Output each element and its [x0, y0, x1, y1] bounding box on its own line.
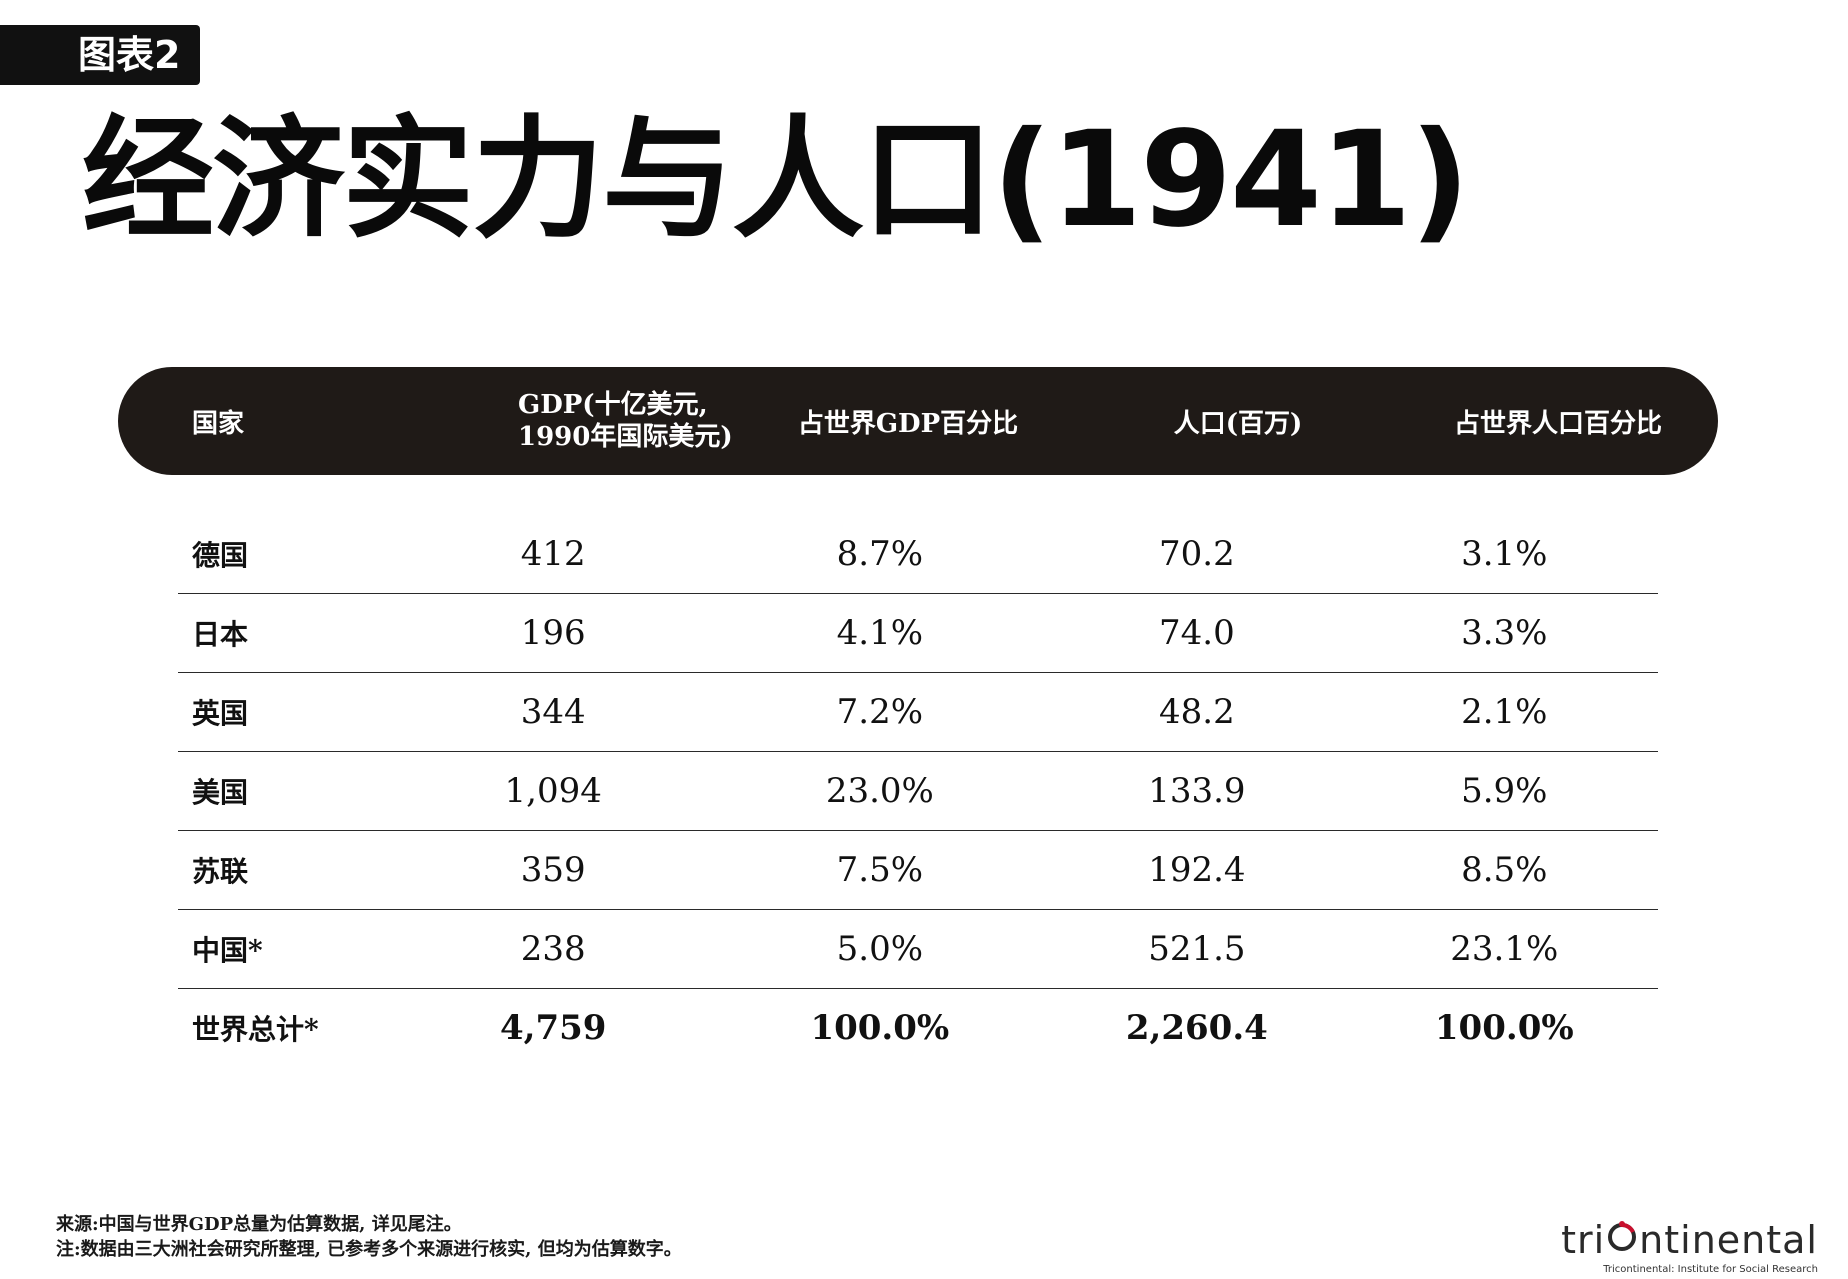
- source-note: 来源:中国与世界GDP总量为估算数据, 详见尾注。: [56, 1214, 462, 1235]
- cell-gdp-share: 100.0%: [810, 1008, 950, 1048]
- footnotes: 来源:中国与世界GDP总量为估算数据, 详见尾注。 注:数据由三大洲社会研究所整…: [56, 1212, 682, 1262]
- table-body: 德国 412 8.7% 70.2 3.1% 日本 196 4.1% 74.0 3…: [118, 515, 1718, 1067]
- cell-pop-share: 100.0%: [1434, 1008, 1574, 1048]
- header-pop-share: 占世界人口百分比: [1453, 408, 1662, 439]
- cell-country: 美国: [192, 776, 249, 809]
- cell-gdp: 412: [520, 534, 586, 574]
- cell-pop-share: 23.1%: [1450, 929, 1559, 969]
- cell-population: 48.2: [1159, 692, 1235, 732]
- logo-prefix: tri: [1561, 1218, 1606, 1262]
- page-title: 经济实力与人口(1941): [82, 103, 1470, 257]
- cell-pop-share: 8.5%: [1461, 850, 1548, 890]
- data-table: 国家 GDP(十亿美元, 1990年国际美元) 占世界GDP百分比 人口(百万)…: [118, 367, 1718, 1067]
- logo-wordmark: tri ntinental: [1561, 1218, 1818, 1262]
- cell-country: 中国*: [192, 934, 263, 967]
- cell-gdp-share: 8.7%: [836, 534, 924, 574]
- cell-gdp: 196: [520, 613, 586, 653]
- cell-population: 74.0: [1159, 613, 1235, 653]
- cell-population: 2,260.4: [1125, 1008, 1268, 1048]
- table-row: 英国 344 7.2% 48.2 2.1%: [178, 672, 1658, 751]
- cell-country: 德国: [192, 539, 249, 572]
- cell-country: 英国: [192, 697, 249, 730]
- logo-ring-icon: [1606, 1218, 1638, 1262]
- cell-country: 苏联: [192, 855, 249, 888]
- header-population: 人口(百万): [1173, 408, 1303, 439]
- method-note: 注:数据由三大洲社会研究所整理, 已参考多个来源进行核实, 但均为估算数字。: [56, 1239, 682, 1260]
- cell-pop-share: 3.1%: [1461, 534, 1548, 574]
- header-gdp-line2: 1990年国际美元): [518, 422, 733, 452]
- cell-gdp-share: 23.0%: [825, 771, 934, 811]
- cell-population: 521.5: [1148, 929, 1246, 969]
- cell-pop-share: 2.1%: [1461, 692, 1548, 732]
- cell-gdp: 344: [520, 692, 586, 732]
- figure-badge: 图表2: [0, 25, 200, 85]
- table-row: 美国 1,094 23.0% 133.9 5.9%: [178, 751, 1658, 830]
- header-country: 国家: [192, 408, 245, 439]
- cell-population: 133.9: [1148, 771, 1246, 811]
- table-header: 国家 GDP(十亿美元, 1990年国际美元) 占世界GDP百分比 人口(百万)…: [118, 367, 1718, 475]
- table-row: 苏联 359 7.5% 192.4 8.5%: [178, 830, 1658, 909]
- cell-country: 日本: [192, 618, 249, 651]
- logo-subtitle: Tricontinental: Institute for Social Res…: [1603, 1264, 1818, 1275]
- cell-gdp-share: 5.0%: [836, 929, 924, 969]
- table-row: 中国* 238 5.0% 521.5 23.1%: [178, 909, 1658, 988]
- table-total-row: 世界总计* 4,759 100.0% 2,260.4 100.0%: [178, 988, 1658, 1067]
- cell-gdp-share: 4.1%: [836, 613, 924, 653]
- cell-gdp: 4,759: [499, 1008, 607, 1048]
- cell-gdp-share: 7.2%: [836, 692, 924, 732]
- header-gdp-share: 占世界GDP百分比: [797, 408, 1019, 439]
- header-gdp: GDP(十亿美元, 1990年国际美元): [398, 389, 738, 453]
- cell-country: 世界总计*: [192, 1013, 319, 1046]
- cell-pop-share: 3.3%: [1461, 613, 1548, 653]
- cell-gdp-share: 7.5%: [836, 850, 924, 890]
- cell-pop-share: 5.9%: [1461, 771, 1548, 811]
- table-row: 日本 196 4.1% 74.0 3.3%: [178, 593, 1658, 672]
- cell-gdp: 238: [520, 929, 586, 969]
- cell-gdp: 1,094: [504, 771, 602, 811]
- cell-population: 192.4: [1148, 850, 1246, 890]
- cell-gdp: 359: [520, 850, 586, 890]
- logo-suffix: ntinental: [1639, 1218, 1818, 1262]
- header-gdp-line1: GDP(十亿美元,: [518, 390, 708, 420]
- tricontinental-logo: tri ntinental Tricontinental: Institute …: [1561, 1218, 1818, 1275]
- cell-population: 70.2: [1159, 534, 1235, 574]
- table-row: 德国 412 8.7% 70.2 3.1%: [178, 515, 1658, 593]
